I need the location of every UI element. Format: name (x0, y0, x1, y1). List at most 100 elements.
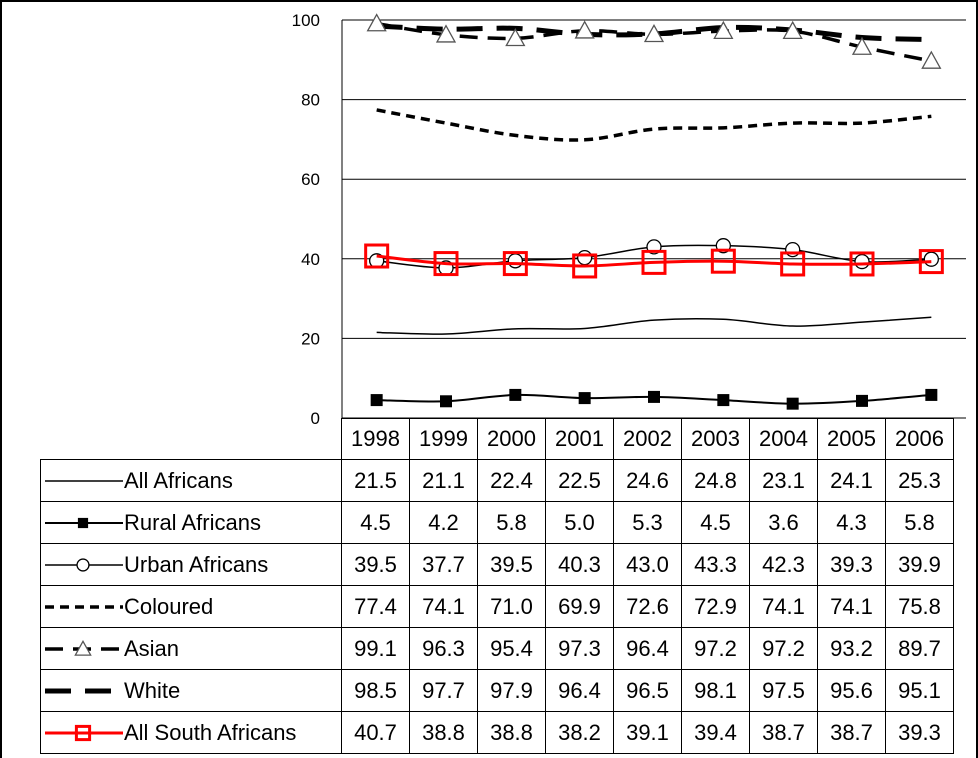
data-label: 37.7 (409, 543, 478, 586)
data-label: 38.2 (545, 711, 614, 754)
data-label: 43.3 (681, 543, 750, 586)
series-line (376, 108, 932, 142)
blank-cell (40, 418, 342, 460)
data-label: 72.9 (681, 585, 750, 628)
data-table: 1998 1999 2000 2001 2002 2003 2004 2005 2006 All … (40, 418, 954, 754)
data-label: 75.8 (885, 585, 954, 628)
data-label: 74.1 (817, 585, 886, 628)
data-point (502, 251, 528, 277)
data-label: 39.9 (885, 543, 954, 586)
x-tick-label: 1999 (409, 418, 478, 460)
x-tick-label: 2000 (477, 418, 546, 460)
data-label: 21.5 (341, 459, 410, 502)
data-point (440, 395, 452, 408)
legend-label: Coloured (124, 593, 214, 619)
legend-marker (74, 724, 92, 741)
data-label: 38.8 (409, 711, 478, 754)
data-point (786, 397, 799, 410)
y-tick-label: 80 (301, 91, 320, 110)
data-point (643, 23, 665, 43)
data-label: 96.3 (409, 627, 478, 670)
y-tick-label: 40 (301, 250, 320, 269)
legend-marker (76, 557, 90, 572)
table-row: Coloured 77.4 74.1 71.0 69.9 72.6 72.9 74.1 74.1… (40, 585, 954, 628)
data-point (572, 253, 598, 279)
legend-key-icon (45, 557, 123, 572)
data-label: 38.7 (817, 711, 886, 754)
legend-key-icon (45, 517, 123, 528)
data-label: 97.7 (409, 669, 478, 712)
data-label: 39.4 (681, 711, 750, 754)
data-label: 39.1 (613, 711, 682, 754)
data-label: 98.1 (681, 669, 750, 712)
data-label: 5.8 (477, 501, 546, 544)
data-point (648, 390, 660, 403)
data-label: 43.0 (613, 543, 682, 586)
data-label: 72.6 (613, 585, 682, 628)
legend-marker (77, 517, 89, 528)
legend-key-icon (45, 639, 123, 656)
legend-cell: All Africans (40, 459, 342, 502)
series-line (376, 23, 932, 43)
x-tick-label: 2005 (817, 418, 886, 460)
data-label: 77.4 (341, 585, 410, 628)
series-coloured (376, 108, 932, 142)
data-label: 96.5 (613, 669, 682, 712)
data-label: 4.5 (681, 501, 750, 544)
x-tick-label: 2001 (545, 418, 614, 460)
data-label: 38.8 (477, 711, 546, 754)
legend-label: All South Africans (124, 719, 297, 745)
data-label: 42.3 (749, 543, 818, 586)
data-point (433, 251, 459, 277)
legend-key-icon (45, 604, 123, 609)
data-point (918, 249, 944, 275)
data-label: 40.7 (341, 711, 410, 754)
data-point (780, 251, 806, 277)
data-point (710, 248, 736, 274)
data-label: 5.3 (613, 501, 682, 544)
data-point (509, 388, 522, 401)
data-point (851, 36, 873, 55)
data-label: 95.1 (885, 669, 954, 712)
table-row: Asian 99.1 96.3 95.4 97.3 96.4 97.2 97.2 93.2 89.… (40, 627, 954, 670)
data-label: 95.4 (477, 627, 546, 670)
series-line (376, 21, 932, 63)
legend-key-icon (45, 688, 123, 693)
y-tick-label: 20 (301, 329, 320, 348)
data-point (641, 249, 667, 275)
data-label: 4.2 (409, 501, 478, 544)
data-point (923, 251, 939, 267)
x-tick-label: 2003 (681, 418, 750, 460)
data-label: 97.2 (681, 627, 750, 670)
series-line (376, 316, 932, 335)
data-point (370, 394, 383, 407)
data-point (713, 20, 734, 39)
data-label: 39.5 (477, 543, 546, 586)
data-label: 96.4 (613, 627, 682, 670)
table-row: Rural Africans 4.5 4.2 5.8 5.0 5.3 4.5 3.6 4.3 5.… (40, 501, 954, 544)
data-label: 24.6 (613, 459, 682, 502)
series-all-africans (376, 316, 932, 335)
data-point (366, 13, 387, 32)
x-tick-label: 2004 (749, 418, 818, 460)
series-white (376, 23, 932, 43)
data-label: 97.2 (749, 627, 818, 670)
data-label: 21.1 (409, 459, 478, 502)
data-label: 25.3 (885, 459, 954, 502)
legend-cell: Asian (40, 627, 342, 670)
series-urban-africans (369, 238, 939, 276)
data-point (854, 253, 870, 270)
data-label: 40.3 (545, 543, 614, 586)
data-label: 39.5 (341, 543, 410, 586)
data-label: 71.0 (477, 585, 546, 628)
table-row: All South Africans 40.7 38.8 38.8 38.2 39.1 39… (40, 711, 954, 754)
series-asian (366, 13, 942, 69)
data-label: 97.5 (749, 669, 818, 712)
legend-cell: White (40, 669, 342, 712)
data-label: 97.3 (545, 627, 614, 670)
legend-label: White (124, 677, 181, 703)
data-point (364, 243, 390, 269)
legend-label: Urban Africans (124, 551, 269, 577)
